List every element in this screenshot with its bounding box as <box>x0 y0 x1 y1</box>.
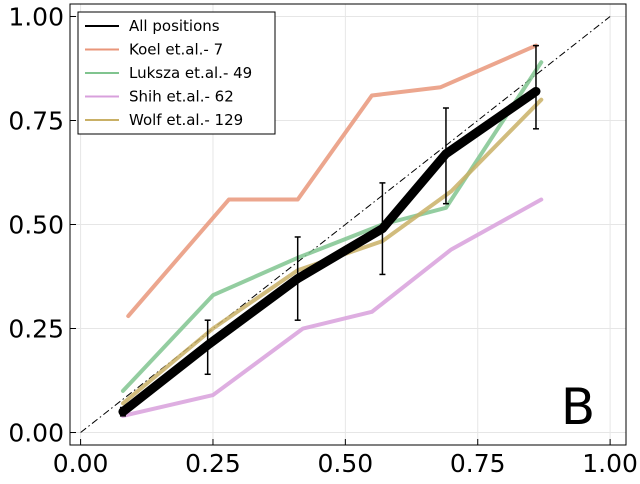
legend-label: Koel et.al.- 7 <box>129 41 223 59</box>
y-tick-label: 0.75 <box>8 106 64 135</box>
y-tick-label: 0.25 <box>8 315 64 344</box>
x-tick-label: 1.00 <box>582 449 638 478</box>
x-tick-label: 0.75 <box>450 449 506 478</box>
x-tick-label: 0.50 <box>318 449 374 478</box>
series-layer <box>118 43 544 418</box>
error-bar-layer <box>119 44 539 417</box>
x-tick-label: 0.25 <box>185 449 241 478</box>
legend-label: Luksza et.al.- 49 <box>129 64 252 82</box>
legend: All positions Koel et.al.- 7 Luksza et.al.… <box>77 11 276 135</box>
legend-label: Wolf et.al.- 129 <box>129 111 243 129</box>
legend-label: Shih et.al.- 62 <box>129 88 234 106</box>
series-line-1 <box>120 60 544 393</box>
series-line-4 <box>118 86 541 417</box>
y-tick-label: 1.00 <box>8 2 64 31</box>
y-tick-label: 0.00 <box>8 419 64 448</box>
series-line-0 <box>126 43 538 319</box>
legend-label: All positions <box>129 17 220 35</box>
tick-layer: 0.00 0.25 0.50 0.75 1.00 0.00 0.25 0.50 0.75 1.00 <box>8 2 638 478</box>
x-tick-label: 0.00 <box>53 449 109 478</box>
y-tick-label: 0.50 <box>8 211 64 240</box>
series-line-2 <box>120 197 544 418</box>
panel-label: B <box>561 378 595 436</box>
